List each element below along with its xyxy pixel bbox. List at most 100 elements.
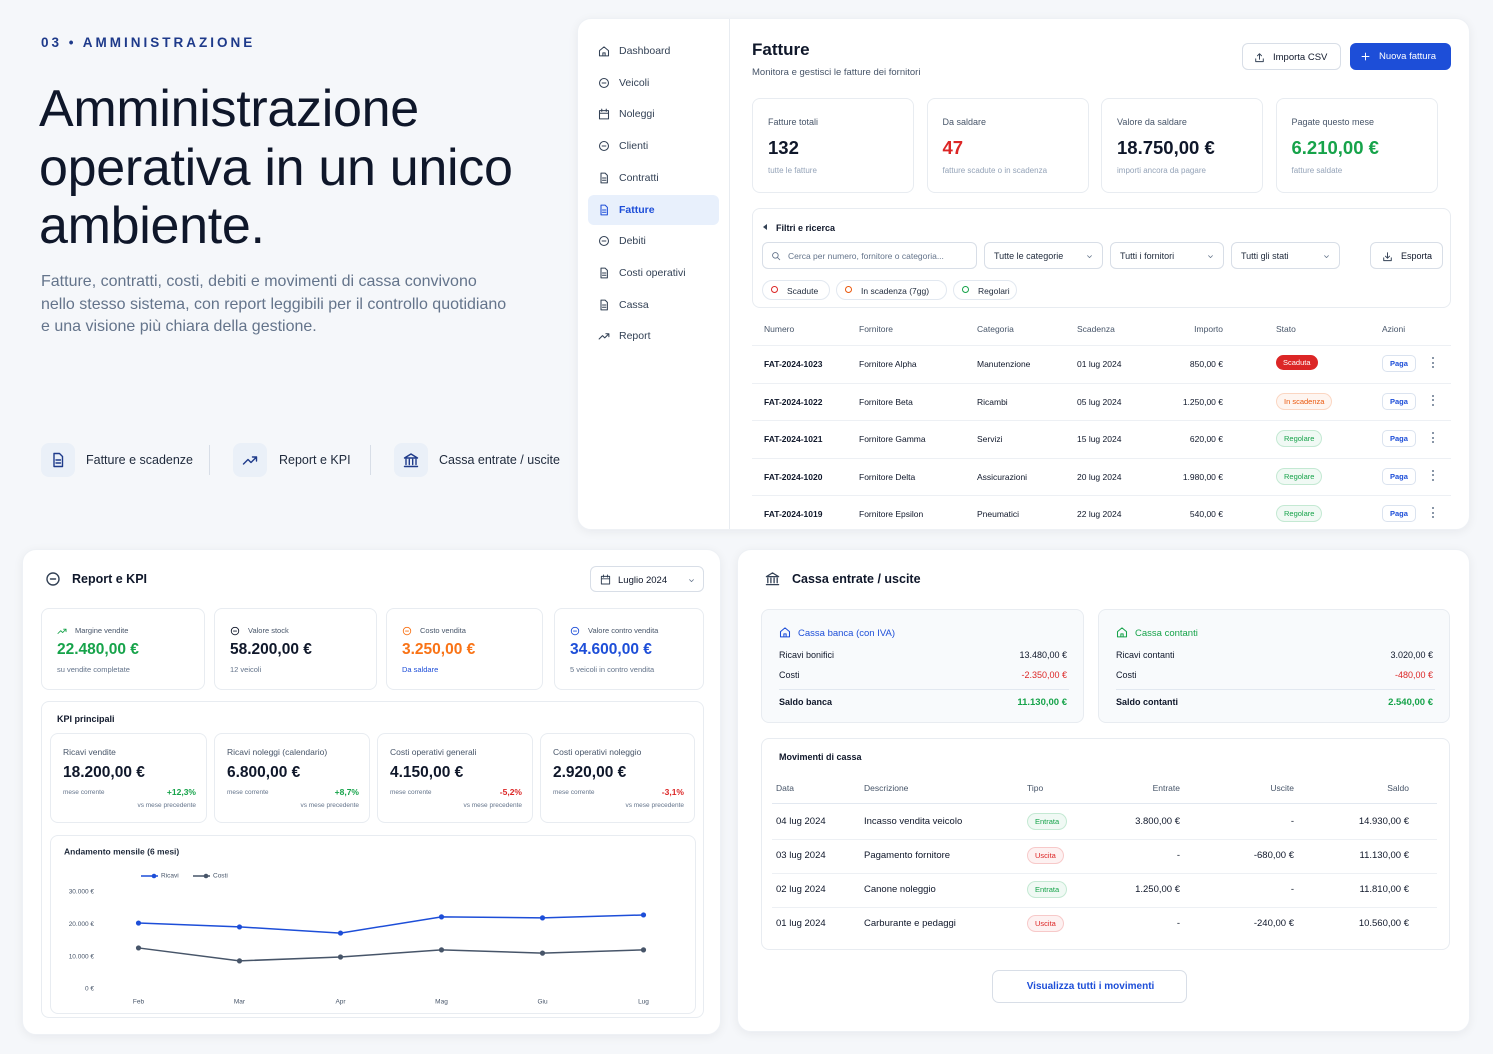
- cell: 11.130,00 €: [1359, 850, 1409, 861]
- data-point: [135, 945, 142, 951]
- status-badge: In scadenza: [1276, 392, 1333, 410]
- icon: [570, 626, 580, 636]
- y-tick-label: 0 €: [85, 986, 94, 993]
- stat-card: Pagate questo mese 6.210,00 € fatture sald…: [1275, 98, 1438, 193]
- import-button[interactable]: Importa CSV: [1242, 43, 1341, 70]
- filter-select[interactable]: Tutte le categorie: [984, 242, 1103, 269]
- status-badge: Scaduta: [1276, 355, 1318, 370]
- kpi-card: Costi operativi noleggio 2.920,00 € mese c…: [540, 733, 695, 823]
- stat-note: tutte le fatture: [768, 166, 817, 175]
- nav-item[interactable]: Contratti: [588, 163, 719, 193]
- new-button[interactable]: Nuova fattura: [1350, 43, 1451, 70]
- row-separator: [752, 420, 1451, 421]
- icon-shape: [53, 452, 64, 468]
- nav-item[interactable]: Veicoli: [588, 68, 719, 98]
- cell: FAT-2024-1019: [764, 509, 823, 519]
- row-menu[interactable]: [1431, 394, 1435, 409]
- icon: [598, 46, 610, 57]
- icon: [600, 204, 608, 215]
- column-header: Importo: [1194, 324, 1223, 334]
- nav-item[interactable]: Cassa: [588, 290, 719, 320]
- kpi-change: -5,2%: [499, 787, 522, 797]
- report-card-value: 58.200,00 €: [230, 641, 312, 658]
- nav-item[interactable]: Dashboard: [588, 36, 719, 66]
- nav-item[interactable]: Report: [588, 321, 719, 351]
- filter-chip[interactable]: Regolari: [953, 280, 1017, 300]
- icon: [600, 172, 608, 184]
- icon-shape: [402, 626, 412, 636]
- filter-select-label: Tutti gli stati: [1241, 251, 1289, 261]
- row-menu[interactable]: [1431, 507, 1435, 521]
- kpi-compare: vs mese precedente: [137, 802, 196, 809]
- kpi-label: Ricavi noleggi (calendario): [227, 747, 328, 757]
- icon-shape: [772, 252, 779, 259]
- report-card: Valore stock 58.200,00 € 12 veicoli: [214, 608, 377, 690]
- filter-select[interactable]: Tutti i fornitori: [1110, 242, 1224, 269]
- chip-label: Scadute: [787, 286, 819, 296]
- cash-row-value: -2.350,00 €: [1021, 670, 1067, 680]
- nav-item[interactable]: Costi operativi: [588, 258, 719, 288]
- cell: Servizi: [977, 434, 1003, 444]
- icon: [765, 572, 780, 586]
- chip-label: In scadenza (7gg): [861, 286, 930, 296]
- report-card-value: 22.480,00 €: [57, 641, 139, 658]
- filter-select-label: Tutti i fornitori: [1120, 251, 1175, 261]
- icon-shape: [230, 626, 240, 636]
- filter-select[interactable]: Tutti gli stati: [1231, 242, 1340, 269]
- nav-item[interactable]: Clienti: [588, 131, 719, 161]
- pay-button[interactable]: Paga: [1382, 505, 1416, 522]
- cell: Canone noleggio: [864, 884, 936, 895]
- row-menu[interactable]: [1431, 469, 1435, 484]
- cell: Pagamento fornitore: [864, 850, 951, 861]
- cell: 20 lug 2024: [1077, 471, 1122, 482]
- hero-title-line: ambiente.: [39, 197, 265, 255]
- cash-row-value: -480,00 €: [1394, 670, 1433, 680]
- icon: [598, 108, 610, 120]
- hero-title-line: operativa in un unico: [39, 138, 513, 197]
- icon: [1383, 252, 1392, 262]
- pay-button[interactable]: Paga: [1382, 467, 1416, 485]
- column-header: Descrizione: [864, 783, 909, 793]
- filter-chip[interactable]: Scadute: [762, 280, 830, 300]
- nav-item[interactable]: Noleggi: [588, 99, 719, 129]
- icon-shape: [600, 267, 608, 279]
- nav-item[interactable]: Fatture: [588, 194, 719, 225]
- feature-icon: [233, 443, 267, 477]
- row-menu[interactable]: [1431, 357, 1435, 371]
- menu-dot: [1432, 507, 1434, 509]
- cell: 10.560,00 €: [1358, 918, 1409, 929]
- pay-button[interactable]: Paga: [1382, 430, 1416, 447]
- column-header: Categoria: [977, 324, 1014, 334]
- period-label: Luglio 2024: [618, 575, 668, 586]
- row-separator: [772, 907, 1437, 908]
- nav-item[interactable]: Debiti: [588, 226, 719, 256]
- row-menu[interactable]: [1431, 432, 1435, 446]
- icon: [53, 452, 64, 468]
- column-header: Fornitore: [859, 324, 894, 334]
- cell-amount: 1.980,00 €: [1182, 471, 1223, 482]
- nav-label: Contratti: [619, 171, 659, 184]
- search-input[interactable]: Cerca per numero, fornitore o categoria.…: [762, 242, 977, 269]
- report-card-note: Da saldare: [402, 665, 439, 674]
- period-select[interactable]: Luglio 2024: [590, 566, 704, 592]
- filter-chip[interactable]: In scadenza (7gg): [836, 280, 947, 300]
- data-point: [438, 947, 445, 953]
- pay-button[interactable]: Paga: [1382, 355, 1416, 372]
- cell: Fornitore Delta: [859, 471, 916, 482]
- cash-box-title: Cassa banca (con IVA): [798, 628, 895, 639]
- nav-label: Cassa: [619, 298, 649, 311]
- icon-shape: [1383, 252, 1392, 262]
- cash-total-label: Saldo banca: [779, 697, 833, 707]
- export-button[interactable]: Esporta: [1370, 242, 1443, 269]
- cell: -240,00 €: [1253, 918, 1294, 929]
- report-card-value: 3.250,00 €: [402, 641, 476, 658]
- column-header: Stato: [1276, 324, 1296, 334]
- header-separator: [772, 803, 1437, 804]
- view-all-button[interactable]: Visualizza tutti i movimenti: [992, 970, 1187, 1003]
- menu-dot: [1432, 394, 1434, 397]
- icon-shape: [1361, 52, 1370, 61]
- kpi-compare: vs mese precedente: [625, 802, 684, 809]
- kpi-period: mese corrente: [63, 789, 105, 796]
- icon: [598, 77, 610, 88]
- pay-button[interactable]: Paga: [1382, 392, 1416, 410]
